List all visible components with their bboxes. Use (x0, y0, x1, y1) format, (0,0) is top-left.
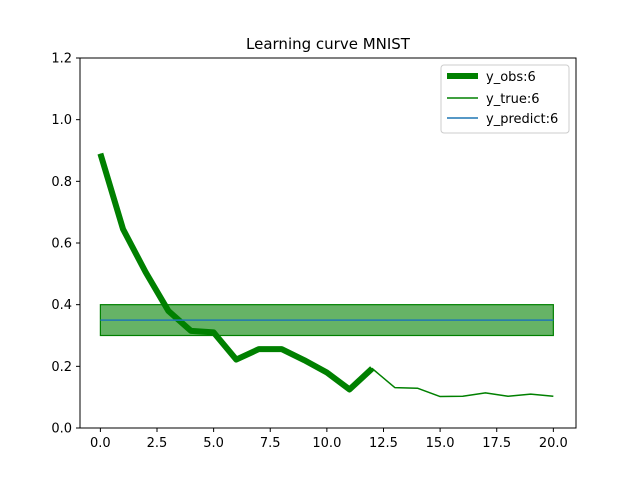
legend-label-y-obs: y_obs:6 (486, 70, 536, 85)
x-tick-label: 17.5 (482, 436, 511, 451)
y-tick-label: 0.4 (51, 298, 72, 313)
x-axis-ticks: 0.0 2.5 5.0 7.5 10.0 12.5 15.0 17.5 20.0 (90, 428, 568, 451)
x-tick-label: 15.0 (426, 436, 455, 451)
x-tick-label: 2.5 (147, 436, 168, 451)
x-tick-label: 10.0 (312, 436, 341, 451)
y-tick-label: 0.2 (51, 360, 72, 375)
legend-label-y-predict: y_predict:6 (486, 112, 558, 127)
y-tick-label: 0.8 (51, 175, 72, 190)
x-tick-label: 7.5 (260, 436, 281, 451)
series-layer (97, 152, 554, 398)
y-tick-label: 0.0 (51, 422, 72, 437)
x-tick-label: 12.5 (369, 436, 398, 451)
legend-box (440, 64, 570, 134)
series-line-y-obs (97, 152, 375, 393)
legend: y_obs:6 y_true:6 y_predict:6 (440, 64, 570, 134)
x-tick-label: 0.0 (90, 436, 111, 451)
legend-label-y-true: y_true:6 (486, 92, 540, 107)
x-tick-label: 5.0 (203, 436, 224, 451)
chart-title: Learning curve MNIST (246, 35, 411, 53)
series-line-y-true (99, 153, 554, 398)
x-tick-label: 20.0 (539, 436, 568, 451)
y-tick-label: 0.6 (51, 237, 72, 252)
y-axis-ticks: 0.0 0.2 0.4 0.6 0.8 1.0 1.2 (51, 52, 80, 437)
y-tick-label: 1.2 (51, 52, 72, 67)
y-tick-label: 1.0 (51, 113, 72, 128)
